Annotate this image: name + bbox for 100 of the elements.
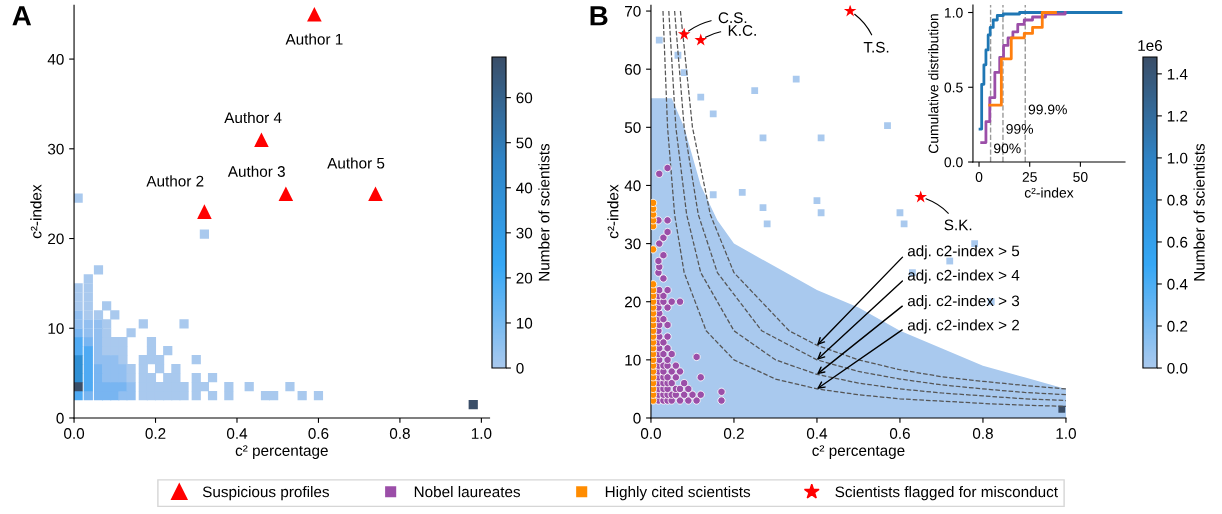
point: [655, 36, 663, 44]
y-tick-label: 30: [47, 143, 64, 155]
x-tick-label: 0.0: [64, 428, 85, 439]
x-tick-label: 0.0: [640, 428, 661, 439]
point: [368, 186, 383, 201]
y-tick-label: 10: [48, 323, 64, 334]
annotation: adj. c2-index > 3: [907, 295, 1020, 310]
color-bar-label: 0.2: [1167, 320, 1188, 332]
y-tick-label: 0: [633, 412, 641, 424]
x-tick-label: 0.2: [145, 428, 166, 439]
color-bar-label: 0.4: [1167, 278, 1188, 290]
x-axis-title: c² percentage: [235, 445, 328, 459]
x-tick-label: 1.0: [1056, 428, 1076, 439]
point: [817, 134, 825, 142]
y-tick-label: 60: [625, 64, 641, 75]
color-bar-label: 30: [516, 227, 533, 239]
annotation: 99%: [1006, 124, 1034, 134]
point: [759, 134, 767, 142]
point: [709, 191, 717, 199]
chart-title: B: [590, 6, 608, 26]
x-tick-label: 1.0: [471, 428, 492, 439]
x-tick-label: 0.4: [806, 428, 828, 439]
point: [884, 122, 891, 129]
annotation: adj. c2-index > 4: [907, 269, 1020, 284]
point: [763, 220, 771, 228]
annotation: adj. c2-index > 2: [907, 319, 1019, 334]
annotation: Author 1: [285, 33, 343, 45]
point: [1058, 405, 1066, 413]
y-tick-label: 1.0: [944, 7, 963, 18]
x-tick-label: 0: [975, 172, 983, 182]
x-axis-title: c²-index: [1024, 187, 1074, 198]
x-tick-label: 25: [1022, 172, 1037, 182]
point: [759, 204, 767, 211]
x-tick-label: 0.6: [308, 428, 329, 439]
point: [254, 132, 269, 148]
point: [738, 189, 746, 196]
x-tick-label: 0.4: [226, 428, 248, 439]
y-tick-label: 20: [48, 233, 64, 245]
y-tick-label: 0.0: [944, 157, 963, 168]
point: [278, 186, 294, 201]
text: 1e6: [1138, 40, 1163, 51]
annotation: 99.9%: [1028, 104, 1067, 115]
color-bar-label: 50: [516, 137, 533, 149]
x-tick-label: 0.8: [389, 428, 410, 439]
annotation: 90%: [994, 143, 1021, 154]
y-tick-label: 50: [624, 122, 641, 134]
point: [751, 87, 759, 95]
annotation: C.S.: [718, 12, 747, 24]
point: [946, 257, 954, 265]
legend-label: Suspicious profiles: [202, 486, 330, 501]
color-bar-label: 0.6: [1167, 236, 1188, 248]
y-tick-label: 40: [624, 180, 641, 192]
point: [817, 209, 825, 217]
point: [900, 220, 908, 228]
annotation: Author 4: [224, 111, 282, 124]
point: [694, 33, 708, 46]
x-tick-label: 0.8: [972, 428, 993, 439]
y-tick-label: 0: [56, 412, 64, 424]
x-tick-label: 0.2: [723, 428, 744, 439]
color-bar-label: 40: [516, 182, 533, 194]
color-bar-label: 10: [516, 317, 533, 329]
color-bar-label: 1.0: [1167, 152, 1188, 164]
annotation: Author 3: [227, 165, 285, 177]
annotation: T.S.: [863, 41, 889, 53]
annotation: Author 2: [146, 175, 204, 187]
y-tick-label: 70: [625, 5, 641, 17]
legend-label: Highly cited scientists: [605, 486, 751, 501]
color-bar-label: 1.2: [1167, 110, 1188, 122]
point: [709, 110, 717, 118]
x-tick-label: 0.6: [889, 428, 910, 439]
y-tick-label: 10: [625, 354, 641, 366]
color-bar-label: 20: [516, 272, 533, 284]
color-bar-label: 0.0: [1167, 362, 1188, 374]
color-bar-label: 0: [516, 362, 524, 374]
color-bar-title: Number of scientists: [538, 143, 550, 281]
annotation: S.K.: [944, 219, 972, 231]
point: [697, 93, 705, 101]
color-bar-label: 0.8: [1167, 194, 1188, 206]
point: [843, 5, 857, 17]
annotation: K.C.: [728, 25, 756, 36]
color-bar-title: Number of scientists: [1193, 143, 1205, 281]
point: [307, 6, 322, 22]
legend-label: Nobel laureates: [414, 486, 521, 498]
y-tick-label: 0.5: [944, 82, 963, 93]
x-axis-title: c² percentage: [812, 445, 905, 459]
y-axis-title: Cumulative distribution: [928, 14, 939, 154]
point: [813, 197, 821, 204]
annotation: Author 5: [327, 157, 385, 169]
color-bar-label: 1.4: [1167, 68, 1188, 80]
color-bar-label: 60: [516, 92, 533, 104]
y-axis-title: c²-index: [30, 184, 42, 239]
y-tick-label: 20: [625, 296, 641, 308]
x-tick-label: 50: [1073, 172, 1088, 182]
point: [914, 190, 927, 203]
chart-title: A: [12, 6, 32, 26]
y-axis-title: c²-index: [607, 184, 619, 239]
y-tick-label: 40: [47, 53, 64, 65]
point: [896, 209, 904, 217]
annotation: adj. c2-index > 5: [907, 245, 1020, 260]
point: [677, 27, 691, 40]
